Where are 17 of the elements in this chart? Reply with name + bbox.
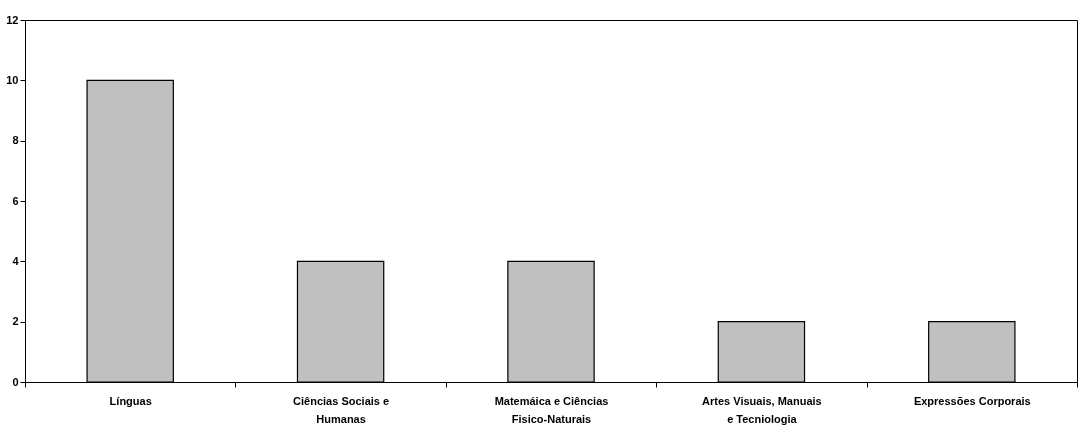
bar (717, 321, 806, 383)
x-tick-label: Expressões Corporais (913, 394, 1031, 407)
bar (507, 260, 595, 383)
y-tick-label: 8 (12, 134, 19, 147)
x-tick-label: Línguas (109, 394, 152, 407)
y-tick-label: 10 (6, 73, 19, 86)
bar (86, 79, 174, 383)
x-tick-label: Ciências Sociais e Humanas (293, 394, 390, 425)
y-tick-label: 0 (12, 375, 19, 388)
x-tick-label: Matemáica e Ciências Fisico-Naturais (494, 394, 609, 425)
bar (296, 260, 385, 383)
bar (928, 321, 1016, 383)
x-tick-label: Artes Visuais, Manuais e Tecniologia (702, 394, 822, 425)
y-tick-label: 4 (12, 254, 20, 267)
y-tick-label: 12 (6, 13, 19, 26)
y-tick-label: 2 (12, 315, 19, 328)
y-tick-label: 6 (12, 194, 19, 207)
